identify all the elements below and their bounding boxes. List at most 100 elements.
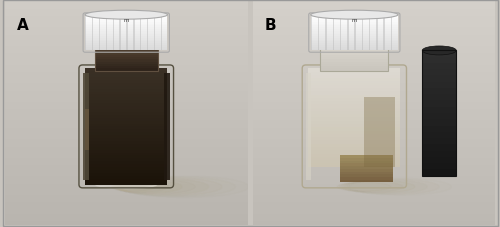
Bar — [85, 75, 168, 78]
Bar — [320, 49, 388, 71]
Bar — [85, 101, 168, 104]
Ellipse shape — [347, 179, 439, 195]
Bar — [85, 25, 168, 26]
Bar — [252, 114, 495, 117]
Bar — [85, 46, 168, 48]
Bar — [5, 169, 248, 173]
Bar — [320, 49, 388, 51]
Bar — [252, 54, 495, 58]
Bar — [252, 188, 495, 191]
Bar — [308, 89, 400, 92]
Bar — [252, 132, 495, 136]
Bar — [5, 136, 248, 139]
Bar — [85, 33, 168, 35]
Bar — [320, 67, 388, 69]
Bar — [85, 118, 168, 121]
Bar — [85, 170, 168, 173]
Bar — [310, 26, 398, 28]
Bar — [5, 195, 248, 199]
Bar — [85, 89, 168, 92]
Bar — [5, 84, 248, 88]
Bar — [252, 139, 495, 143]
Bar — [5, 69, 248, 73]
Bar — [308, 108, 400, 111]
Bar — [5, 50, 248, 54]
Bar — [422, 51, 456, 176]
Bar — [5, 21, 248, 25]
Bar — [252, 214, 495, 217]
Bar — [85, 133, 168, 136]
Bar — [85, 28, 168, 30]
Bar — [252, 21, 495, 25]
Bar — [308, 138, 400, 141]
Bar — [252, 25, 495, 28]
Bar — [252, 110, 495, 114]
Bar — [310, 37, 398, 39]
Bar — [252, 173, 495, 177]
Bar — [85, 95, 168, 98]
Bar — [310, 44, 398, 46]
Bar — [5, 184, 248, 188]
Bar — [310, 16, 398, 17]
Bar — [94, 64, 158, 67]
Bar — [422, 89, 456, 95]
Ellipse shape — [113, 182, 168, 192]
Bar — [310, 28, 398, 30]
Bar — [85, 44, 168, 46]
Bar — [5, 132, 248, 136]
Bar — [85, 179, 168, 182]
Bar — [164, 74, 170, 180]
Bar — [5, 143, 248, 147]
Bar — [252, 158, 495, 162]
Bar — [310, 23, 398, 25]
Bar — [310, 32, 398, 33]
Bar — [5, 165, 248, 169]
Bar — [422, 76, 456, 82]
Bar — [5, 43, 248, 47]
Bar — [5, 47, 248, 50]
Bar — [252, 50, 495, 54]
Bar — [94, 49, 158, 51]
Bar — [252, 13, 495, 17]
Bar — [5, 199, 248, 202]
Bar — [5, 177, 248, 180]
Bar — [308, 160, 400, 164]
Bar — [320, 62, 388, 64]
Bar — [308, 128, 400, 131]
Bar — [85, 92, 168, 95]
Bar — [252, 151, 495, 154]
Bar — [252, 147, 495, 151]
Bar — [94, 67, 158, 69]
Bar — [320, 53, 388, 56]
Bar — [85, 41, 168, 42]
Bar — [85, 141, 168, 144]
Bar — [320, 58, 388, 60]
Bar — [85, 19, 168, 21]
Bar — [85, 21, 168, 23]
Bar — [340, 16, 342, 51]
Bar — [5, 188, 248, 191]
Bar — [308, 111, 400, 115]
Bar — [422, 51, 456, 57]
Bar — [252, 39, 495, 43]
Bar — [422, 126, 456, 132]
Bar — [318, 16, 320, 51]
Bar — [85, 147, 168, 150]
Bar — [85, 30, 168, 32]
Bar — [422, 157, 456, 163]
Bar — [85, 16, 86, 51]
Bar — [85, 115, 168, 118]
Bar — [252, 84, 495, 88]
Bar — [5, 147, 248, 151]
Bar — [252, 202, 495, 206]
Ellipse shape — [118, 178, 222, 196]
Bar — [310, 42, 398, 44]
Bar — [85, 37, 168, 39]
Bar — [252, 136, 495, 139]
Bar — [340, 164, 393, 166]
Bar — [252, 65, 495, 69]
Bar — [94, 58, 158, 60]
Bar — [5, 221, 248, 225]
Bar — [310, 46, 398, 48]
Bar — [5, 17, 248, 21]
